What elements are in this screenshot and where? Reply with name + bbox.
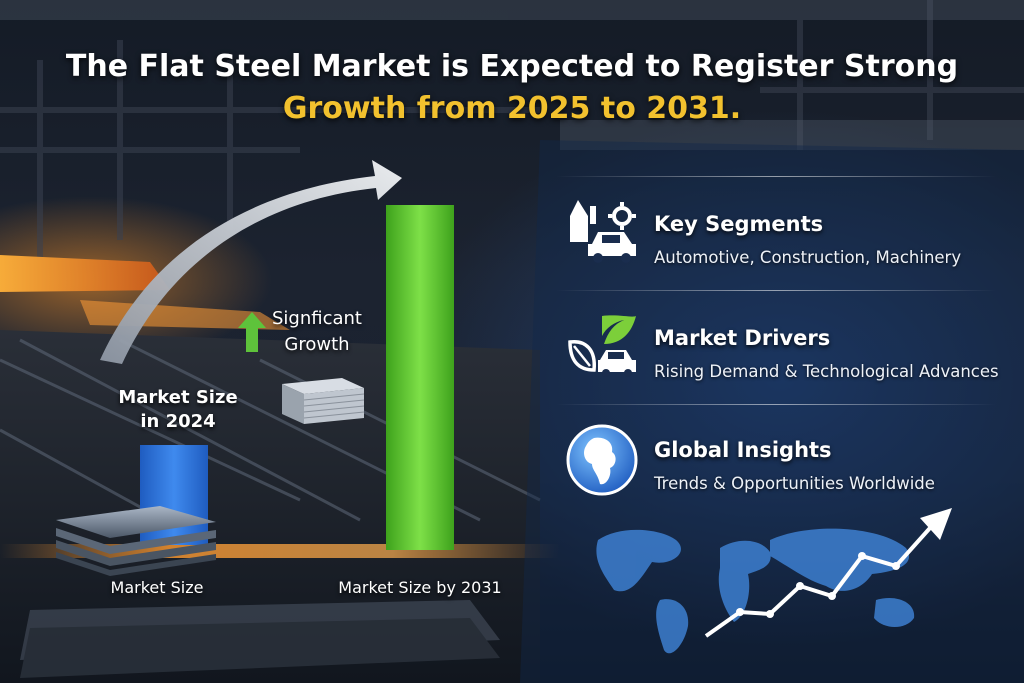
leaf-car-icon bbox=[564, 310, 642, 388]
factory-car-icon bbox=[564, 196, 642, 274]
up-arrow-icon bbox=[238, 312, 266, 352]
base-label-market-size: Market Size bbox=[110, 578, 204, 597]
bar-2024-label: Market Size in 2024 bbox=[118, 387, 238, 432]
row-description: Automotive, Construction, Machinery bbox=[654, 248, 962, 267]
bar-2031 bbox=[386, 205, 454, 550]
row-description: Rising Demand & Technological Advances bbox=[654, 362, 999, 381]
row-title: Key Segments bbox=[654, 212, 824, 236]
steel-plate-stack-icon bbox=[56, 506, 216, 576]
row-description: Trends & Opportunities Worldwide bbox=[654, 474, 935, 493]
panel-row-global-insights: Global Insights Trends & Opportunities W… bbox=[556, 422, 996, 514]
world-map-icon bbox=[596, 528, 915, 654]
title-line-2: Growth from 2025 to 2031. bbox=[282, 91, 742, 126]
base-label-market-size-2031: Market Size by 2031 bbox=[338, 578, 502, 597]
trend-arrow-icon bbox=[704, 508, 952, 638]
row-title: Market Drivers bbox=[654, 326, 831, 350]
divider bbox=[556, 404, 996, 405]
divider bbox=[556, 176, 996, 177]
growth-curve-arrow bbox=[100, 160, 402, 364]
panel-row-key-segments: Key Segments Automotive, Construction, M… bbox=[556, 196, 996, 288]
panel-row-market-drivers: Market Drivers Rising Demand & Technolog… bbox=[556, 310, 999, 402]
row-title: Global Insights bbox=[654, 438, 832, 462]
title-line-1: The Flat Steel Market is Expected to Reg… bbox=[65, 49, 959, 84]
steel-sheet-stack-icon bbox=[282, 378, 365, 424]
divider bbox=[556, 290, 996, 291]
globe-icon bbox=[564, 422, 642, 500]
growth-label: Signficant Growth bbox=[272, 308, 362, 355]
page-title: The Flat Steel Market is Expected to Reg… bbox=[0, 46, 1024, 130]
